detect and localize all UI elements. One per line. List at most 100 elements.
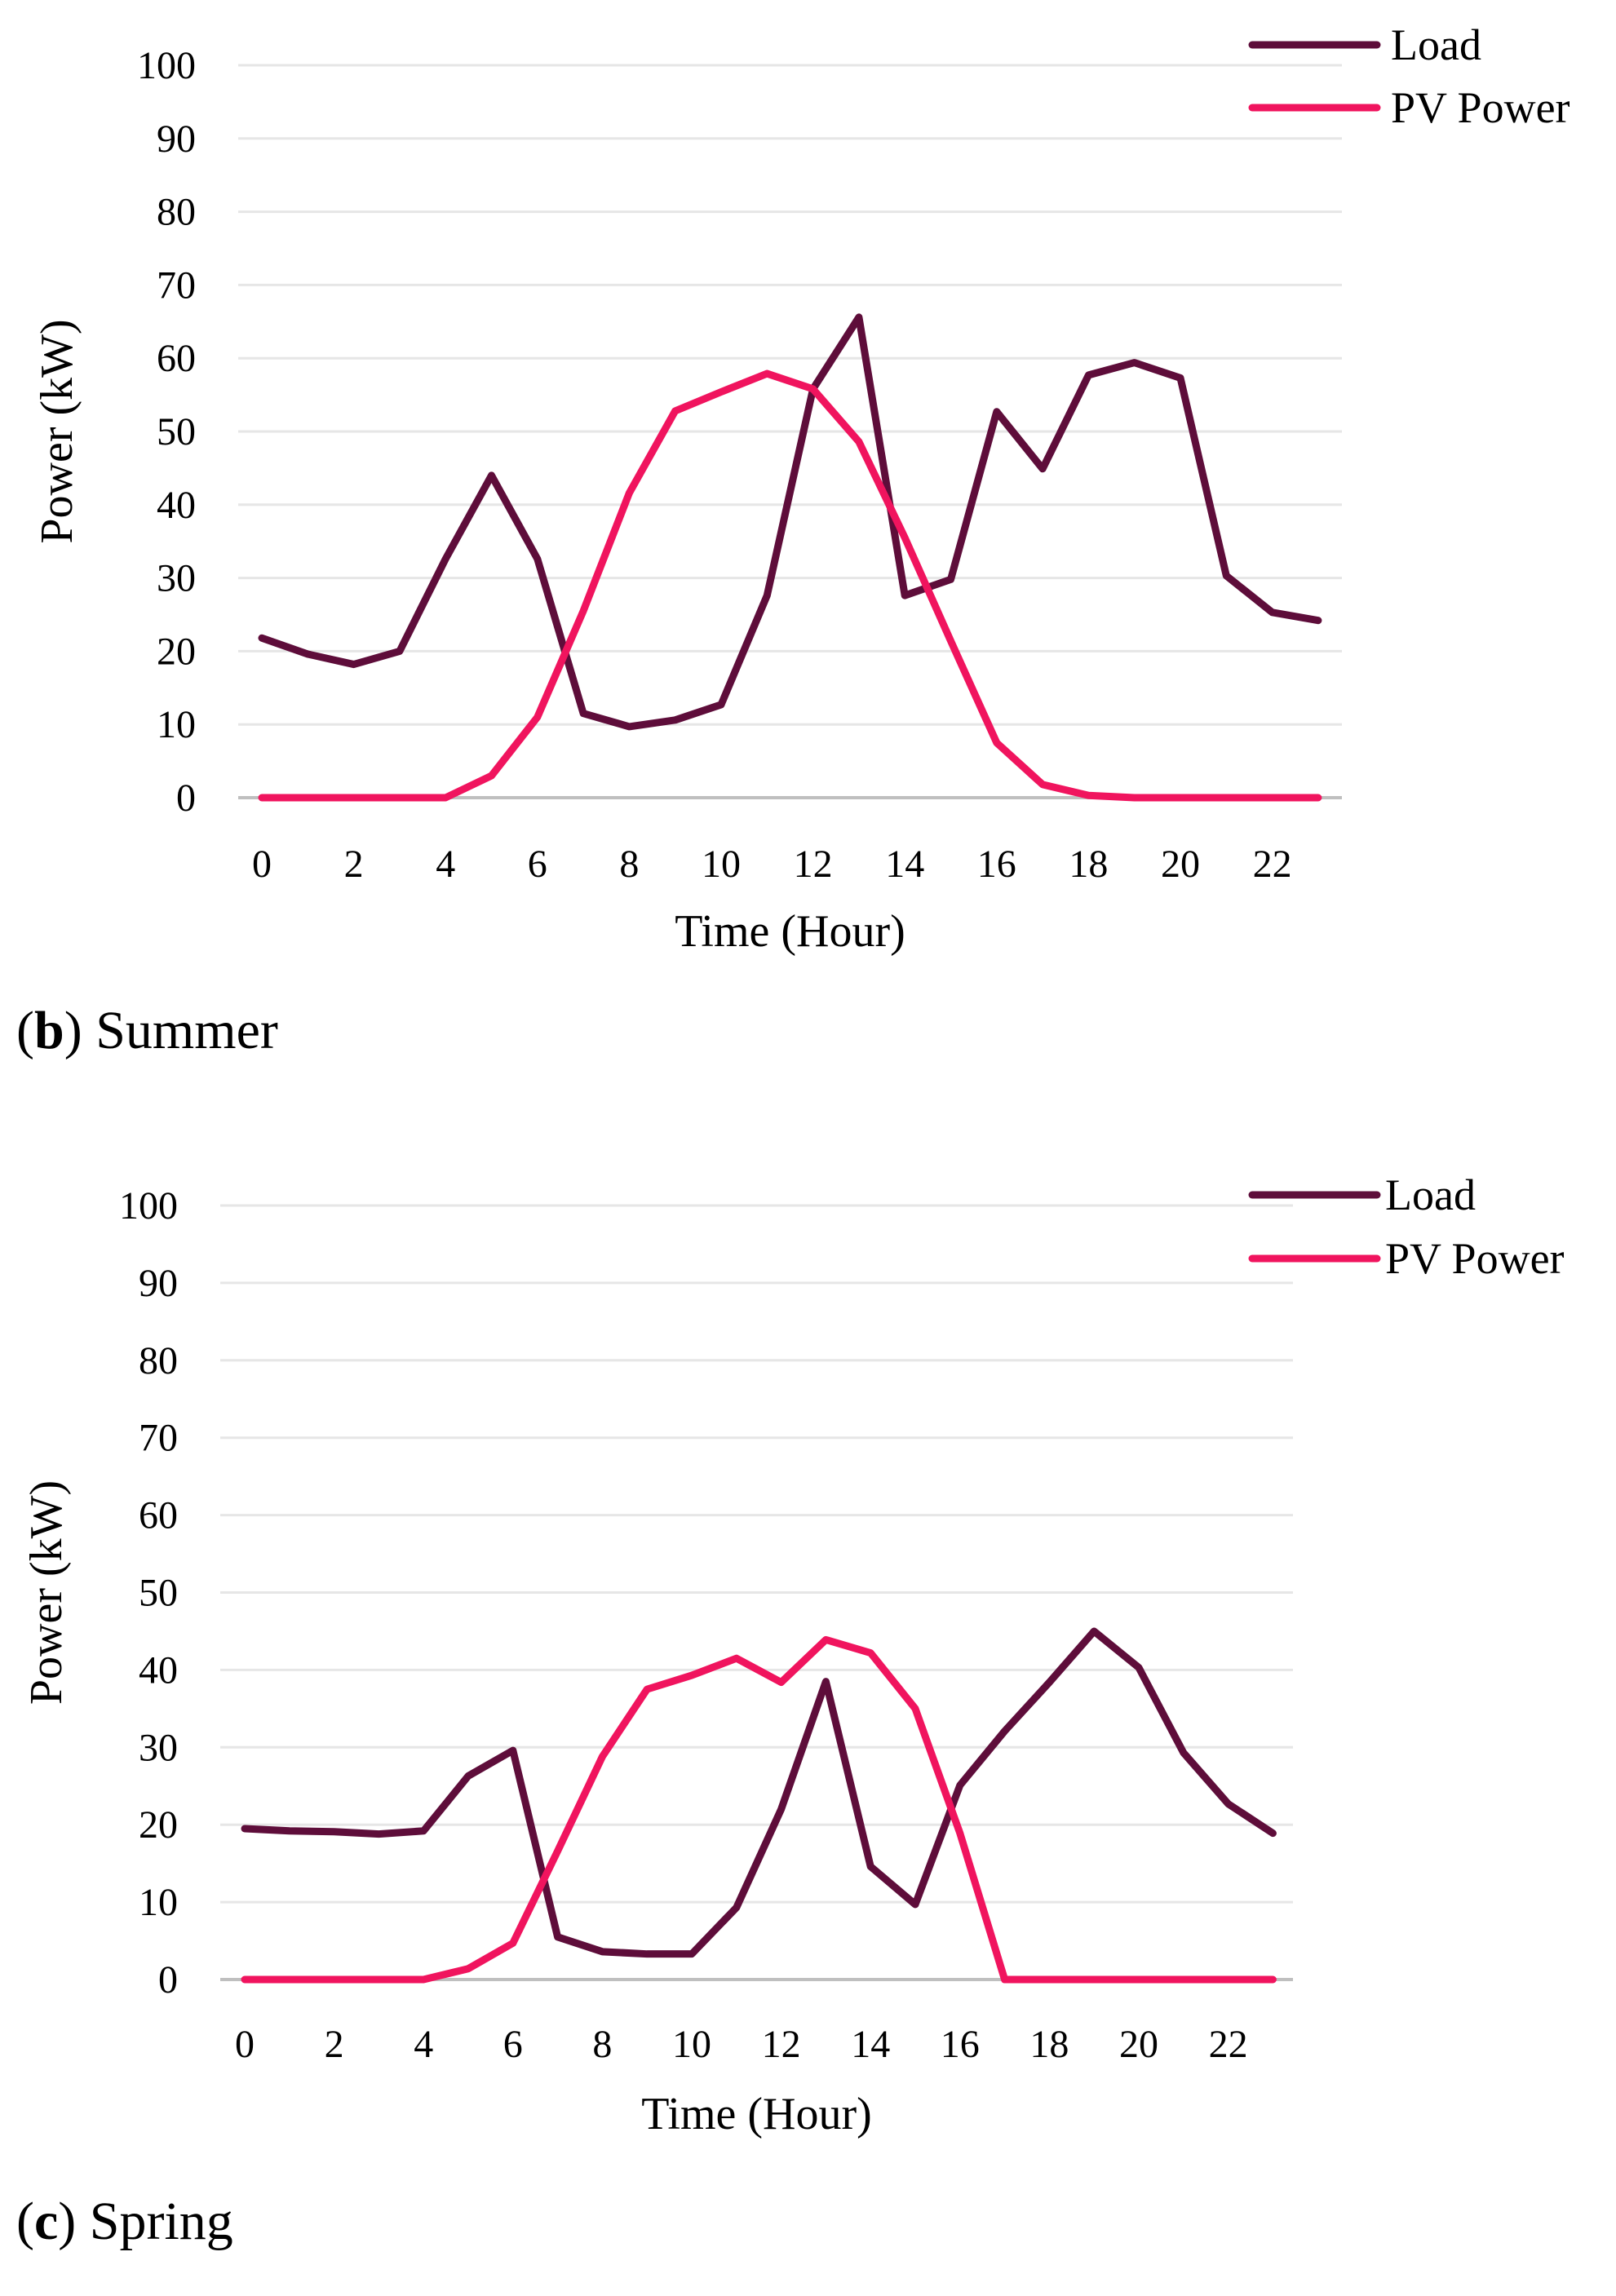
y-tick-label: 100 <box>119 1184 178 1228</box>
x-tick-label: 10 <box>672 2023 711 2066</box>
x-tick-label: 0 <box>252 843 272 886</box>
data-point <box>398 650 401 653</box>
data-point <box>352 663 355 666</box>
data-point <box>857 316 860 318</box>
x-tick-label: 12 <box>794 843 833 886</box>
data-point <box>646 1688 649 1691</box>
data-point <box>1271 797 1273 799</box>
y-tick-label: 10 <box>157 703 196 746</box>
data-point <box>1093 1630 1096 1632</box>
x-tick-label: 20 <box>1119 2023 1158 2066</box>
chart-1: 0 10 20 30 40 50 60 70 80 90 100 0 2 4 6 8 10 12 14 16 18 20 2… <box>16 20 1570 1060</box>
x-axis-title: Time (Hour) <box>675 906 905 957</box>
figure-caption: (b) Summer <box>16 1001 278 1060</box>
y-tick-label: 60 <box>139 1494 178 1537</box>
caption-letter: c <box>34 2192 58 2251</box>
y-axis-title: Power (kW) <box>21 1480 72 1705</box>
data-point <box>691 1674 693 1677</box>
data-point <box>720 703 722 706</box>
x-tick-label: 16 <box>977 843 1016 886</box>
y-tick-label: 0 <box>176 776 196 820</box>
y-tick-label: 80 <box>157 191 196 234</box>
data-point <box>1227 1803 1229 1805</box>
data-point <box>1225 797 1228 799</box>
data-point <box>1272 1979 1274 1980</box>
x-axis-title: Time (Hour) <box>641 2089 872 2139</box>
series-line-load <box>241 1627 1277 1958</box>
data-point <box>950 639 952 642</box>
x-tick-label: 8 <box>592 2023 612 2066</box>
legend-label: PV Power <box>1391 83 1570 132</box>
x-tick-label: 18 <box>1029 2023 1069 2066</box>
data-point <box>1180 377 1181 379</box>
data-point <box>1271 611 1273 613</box>
data-point <box>1087 794 1090 797</box>
data-point <box>812 387 814 390</box>
data-point <box>261 637 263 639</box>
data-point <box>766 595 768 597</box>
data-point <box>720 391 722 393</box>
data-point <box>582 712 585 714</box>
data-point <box>556 1935 559 1938</box>
data-point <box>646 1953 649 1955</box>
x-tick-label: 4 <box>414 2023 433 2066</box>
legend-label: Load <box>1385 1170 1476 1219</box>
x-tick-label: 20 <box>1161 843 1200 886</box>
data-point <box>1087 374 1090 376</box>
data-point <box>1138 1979 1140 1980</box>
x-tick-label: 0 <box>235 2023 255 2066</box>
data-point <box>825 1639 827 1641</box>
x-tick-label: 2 <box>344 843 364 886</box>
series-line-load <box>258 313 1322 731</box>
data-point <box>511 1750 514 1752</box>
data-point <box>490 474 493 476</box>
x-tick-label: 4 <box>436 843 455 886</box>
caption-text: Spring <box>76 2192 233 2251</box>
data-point <box>490 775 493 777</box>
y-tick-label: 90 <box>139 1262 178 1305</box>
data-point <box>582 610 585 613</box>
data-point <box>1133 797 1136 799</box>
data-point <box>307 653 309 655</box>
y-tick-label: 60 <box>157 337 196 380</box>
x-tick-label: 6 <box>503 2023 523 2066</box>
data-point <box>995 410 998 413</box>
data-point <box>674 409 676 412</box>
data-point <box>536 558 538 560</box>
data-point <box>467 1967 469 1970</box>
x-tick-label: 2 <box>325 2023 344 2066</box>
data-point <box>1317 619 1319 622</box>
legend-label: PV Power <box>1385 1234 1565 1283</box>
y-tick-label: 40 <box>157 484 196 527</box>
data-point <box>628 492 631 494</box>
data-point <box>674 719 676 721</box>
data-point <box>959 1784 961 1786</box>
data-point <box>914 1903 916 1905</box>
data-point <box>959 1832 961 1834</box>
data-point <box>857 440 860 443</box>
data-point <box>556 1850 559 1852</box>
y-tick-label: 50 <box>157 410 196 453</box>
x-tick-label: 12 <box>762 2023 801 2066</box>
data-point <box>628 725 631 728</box>
data-point <box>735 1906 737 1909</box>
data-point <box>825 1680 827 1683</box>
data-point <box>536 716 538 719</box>
data-point <box>261 797 263 799</box>
data-point <box>244 1979 246 1980</box>
y-tick-label: 20 <box>139 1803 178 1847</box>
data-point <box>244 1827 246 1829</box>
data-point <box>870 1865 872 1868</box>
y-tick-label: 70 <box>157 263 196 307</box>
x-tick-label: 6 <box>528 843 547 886</box>
data-point <box>601 1950 604 1953</box>
data-point <box>870 1652 872 1654</box>
x-tick-label: 10 <box>702 843 741 886</box>
legend-label: Load <box>1391 20 1481 69</box>
chart-2: 0 10 20 30 40 50 60 70 80 90 100 0 2 4 6 8 10 12 14 16 18 20 2… <box>16 1170 1565 2251</box>
y-tick-label: 30 <box>157 557 196 600</box>
data-point <box>1272 1832 1274 1834</box>
x-tick-label: 16 <box>941 2023 980 2066</box>
data-point <box>1182 1751 1184 1754</box>
data-point <box>423 1829 425 1832</box>
